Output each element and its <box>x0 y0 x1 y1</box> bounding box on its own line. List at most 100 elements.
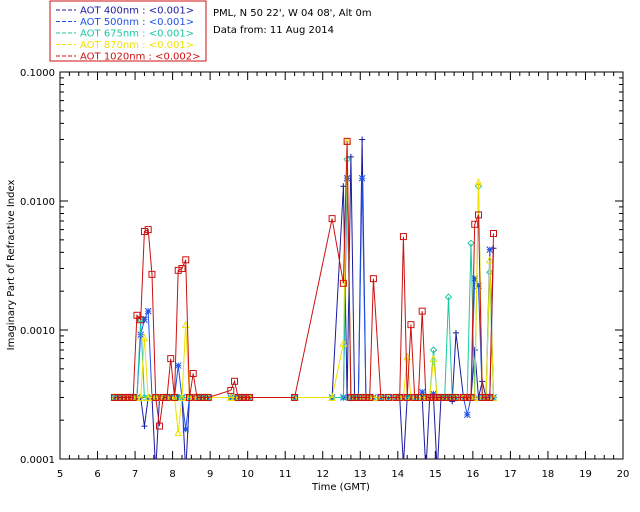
data-point <box>444 293 453 301</box>
data-point <box>182 256 190 264</box>
series-line <box>114 141 494 427</box>
data-point <box>358 174 366 182</box>
data-point <box>246 393 254 401</box>
data-point <box>441 393 449 401</box>
date-info: Data from: 11 Aug 2014 <box>213 25 334 36</box>
data-point <box>489 393 498 401</box>
data-point <box>178 264 186 272</box>
data-point <box>227 386 235 394</box>
x-tick-label: 12 <box>316 469 329 480</box>
x-tick-label: 16 <box>466 469 479 480</box>
data-point <box>193 393 201 401</box>
data-point <box>238 393 246 401</box>
data-point <box>339 339 348 347</box>
data-point <box>122 393 130 401</box>
data-point <box>369 275 377 283</box>
data-point <box>242 393 250 401</box>
data-point <box>429 393 437 401</box>
data-point <box>429 346 438 354</box>
legend-item: AOT 1020nm : <0.002> <box>80 52 200 63</box>
data-point <box>459 393 467 401</box>
data-point <box>437 393 445 401</box>
data-point <box>141 423 148 430</box>
data-point <box>155 422 163 430</box>
data-point <box>486 393 494 401</box>
series-group <box>110 136 498 459</box>
data-point <box>366 393 374 401</box>
data-point <box>148 270 156 278</box>
data-point <box>167 355 175 363</box>
data-point <box>328 215 336 223</box>
data-point <box>144 226 152 234</box>
data-point <box>347 153 354 160</box>
data-point <box>185 393 193 401</box>
data-point <box>403 393 411 401</box>
data-point <box>133 311 141 319</box>
x-tick-label: 17 <box>504 469 517 480</box>
axes: 5 6 7 8 9 10 11 12 13 14 15 16 17 18 19 20 0.0001 0.0010 0… <box>20 68 629 480</box>
data-point <box>426 393 434 401</box>
y-tick-label: 0.1000 <box>20 68 55 79</box>
y-tick-label: 0.0010 <box>20 326 55 337</box>
data-point <box>392 393 400 401</box>
data-point <box>452 393 460 401</box>
data-point <box>444 393 452 401</box>
x-tick-label: 10 <box>241 469 254 480</box>
series-1 <box>111 174 497 433</box>
data-point <box>384 393 392 401</box>
x-tick-label: 14 <box>391 469 404 480</box>
data-point <box>414 393 422 401</box>
data-point <box>377 393 385 401</box>
x-tick-label: 11 <box>279 469 292 480</box>
data-point <box>141 316 148 324</box>
x-tick-label: 18 <box>542 469 555 480</box>
data-point <box>485 255 494 264</box>
legend-item: AOT 870nm : <0.001> <box>80 40 194 51</box>
data-point <box>140 333 149 342</box>
legend-item: AOT 500nm : <0.001> <box>80 17 194 28</box>
data-point <box>114 393 122 401</box>
y-axis-title: Imaginary Part of Refractive Index <box>6 180 17 351</box>
data-point <box>467 393 475 401</box>
data-point <box>226 393 235 401</box>
data-point <box>471 220 479 228</box>
x-tick-label: 19 <box>579 469 592 480</box>
data-point <box>463 393 471 401</box>
data-point <box>137 316 145 324</box>
data-point <box>448 393 456 401</box>
data-point <box>474 178 483 186</box>
data-point <box>358 393 366 401</box>
data-point <box>144 393 153 401</box>
x-axis-title: Time (GMT) <box>311 482 370 493</box>
data-point <box>369 393 378 401</box>
data-point <box>339 279 347 287</box>
data-point <box>362 393 370 401</box>
data-point <box>328 393 336 401</box>
data-point <box>482 393 490 401</box>
data-point <box>486 246 494 253</box>
legend-item: AOT 400nm : <0.001> <box>80 6 194 17</box>
y-tick-label: 0.0001 <box>20 455 55 466</box>
series-2 <box>110 155 498 402</box>
series-line <box>114 139 494 459</box>
data-point <box>129 393 137 401</box>
data-point <box>418 388 426 396</box>
data-point <box>474 211 482 219</box>
data-point <box>411 393 419 401</box>
data-point <box>359 136 366 143</box>
data-point <box>182 425 190 433</box>
data-point <box>189 370 197 378</box>
data-point <box>110 393 118 401</box>
data-point <box>407 393 415 401</box>
data-point <box>174 266 182 274</box>
data-point <box>144 307 152 315</box>
legend-item: AOT 675nm : <0.001> <box>80 29 194 40</box>
data-point <box>159 393 167 401</box>
legend-box <box>49 0 207 62</box>
data-point <box>125 393 133 401</box>
data-point <box>396 393 404 401</box>
x-tick-label: 20 <box>617 469 630 480</box>
data-point <box>197 393 205 401</box>
data-point <box>137 331 145 339</box>
